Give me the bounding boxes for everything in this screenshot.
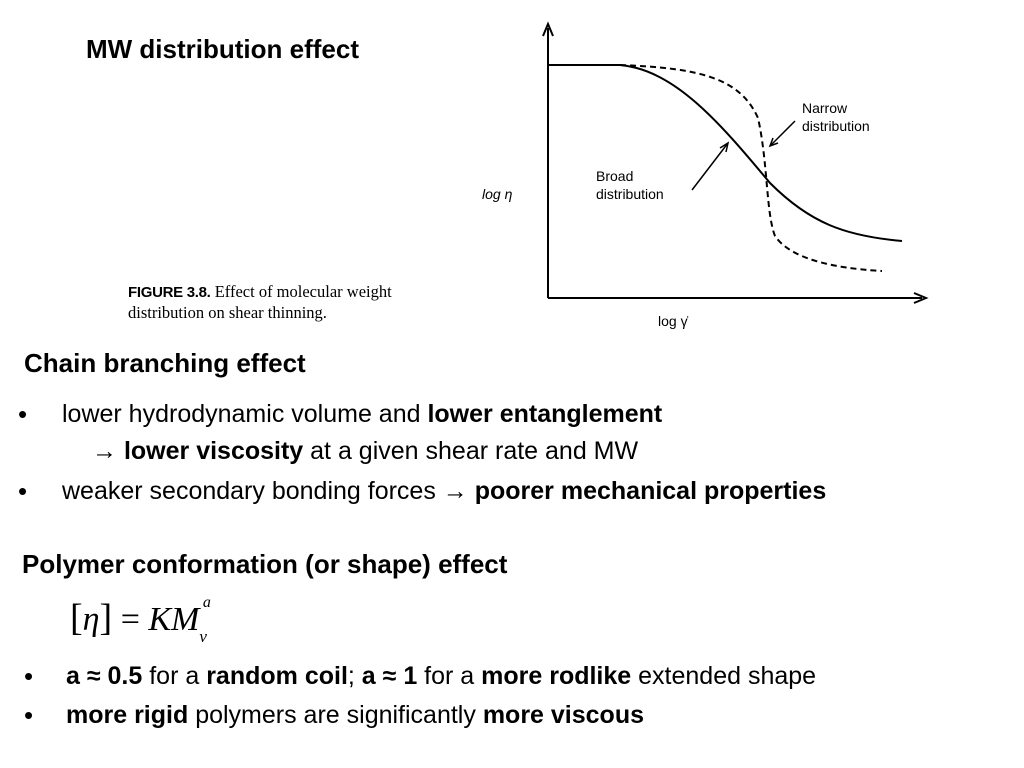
broad-pointer-arrowhead <box>719 141 730 153</box>
label-broad-line2: distribution <box>596 186 664 202</box>
bold-run: more rigid <box>66 701 189 729</box>
text-run: polymers are significantly <box>188 701 483 729</box>
text-run: lower hydrodynamic volume and <box>62 400 428 428</box>
y-axis-label: log η <box>482 186 513 202</box>
narrow-pointer-line <box>769 120 796 147</box>
label-narrow-line1: Narrow <box>802 100 848 116</box>
narrow-pointer-arrowhead <box>768 137 779 148</box>
heading-chain-branching: Chain branching effect <box>24 348 306 378</box>
label-broad-line1: Broad <box>596 168 633 184</box>
bold-run: poorer mechanical properties <box>474 477 827 505</box>
bullet-icon: • <box>18 476 28 506</box>
equation-superscript: a <box>202 594 211 611</box>
bold-run: more viscous <box>482 701 644 729</box>
bullet-branching-2: weaker secondary bonding forces → poorer… <box>62 477 826 506</box>
broad-pointer-line <box>691 142 729 191</box>
bold-run: lower entanglement <box>427 400 663 428</box>
equation-rhs: KM <box>148 601 200 638</box>
equation-subscript: v <box>199 627 207 646</box>
arrow-symbol: → <box>92 437 124 465</box>
equation-bracket: [ <box>70 597 83 639</box>
series-line-narrow <box>619 64 883 272</box>
bullet-conformation-1: a ≈ 0.5 for a random coil; a ≈ 1 for a m… <box>66 662 816 691</box>
bold-run: a ≈ 0.5 <box>66 662 143 690</box>
bullet-icon: • <box>24 700 34 730</box>
equation-bracket: ] <box>99 597 113 639</box>
bullet-branching-1-continuation: → lower viscosity at a given shear rate … <box>92 437 638 466</box>
heading-polymer-conformation: Polymer conformation (or shape) effect <box>22 549 508 579</box>
figure-caption-text: Effect of molecular weight distribution … <box>128 282 392 322</box>
y-axis-arrowhead <box>542 21 554 37</box>
text-run: for a <box>417 662 482 690</box>
bold-run: a ≈ 1 <box>361 662 418 690</box>
bold-run: lower viscosity <box>123 437 304 465</box>
figure-caption-label: FIGURE 3.8. <box>128 284 211 301</box>
mark-houwink-equation: [η] = KMv a <box>70 594 211 646</box>
text-run: weaker secondary bonding forces <box>62 477 443 505</box>
text-run: extended shape <box>631 662 817 690</box>
bullet-icon: • <box>18 399 28 429</box>
equation-equals: = <box>112 601 149 638</box>
arrow-symbol: → <box>442 477 475 505</box>
bullet-conformation-2: more rigid polymers are significantly mo… <box>66 701 644 730</box>
figure-caption: FIGURE 3.8. Effect of molecular weight d… <box>128 282 468 323</box>
bullet-icon: • <box>24 661 34 691</box>
slide-title: MW distribution effect <box>86 34 359 64</box>
x-axis-arrowhead <box>913 292 929 304</box>
label-narrow-line2: distribution <box>802 118 870 134</box>
text-run: for a <box>142 662 207 690</box>
text-run: at a given shear rate and MW <box>303 437 639 465</box>
bullet-branching-1: lower hydrodynamic volume and lower enta… <box>62 400 662 429</box>
x-axis-label: log γ̇ <box>658 313 689 329</box>
text-run: ; <box>347 662 362 690</box>
viscosity-chart: Narrow distribution Broad distribution l… <box>482 21 929 329</box>
bold-run: more rodlike <box>481 662 632 690</box>
equation-eta: η <box>82 601 100 638</box>
bold-run: random coil <box>206 662 348 690</box>
series-line-broad <box>548 64 903 242</box>
